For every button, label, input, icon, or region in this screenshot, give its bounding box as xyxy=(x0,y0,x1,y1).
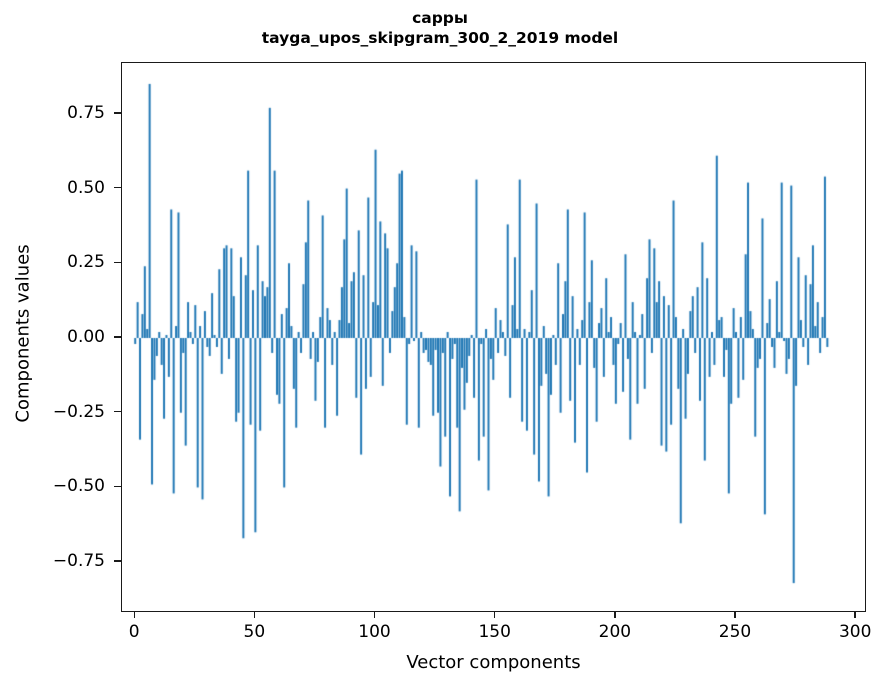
x-axis-tick-label: 150 xyxy=(478,622,511,642)
x-axis-tick-label: 200 xyxy=(598,622,632,642)
x-axis-tick-mark xyxy=(854,611,856,618)
y-axis-tick-mark xyxy=(114,411,121,413)
y-axis-tick-mark xyxy=(114,560,121,562)
x-axis-tick-mark xyxy=(494,611,496,618)
x-axis-tick-label: 0 xyxy=(128,622,140,642)
x-axis-tick-label: 50 xyxy=(243,622,266,642)
y-axis-tick-mark xyxy=(114,261,121,263)
y-axis-tick-label: 0.25 xyxy=(67,252,105,273)
y-axis-tick-label: 0.75 xyxy=(67,102,105,123)
x-axis-tick-label: 250 xyxy=(718,622,752,642)
x-axis-tick-mark xyxy=(253,611,256,618)
chart-title-line-1: сарры xyxy=(412,9,468,27)
y-axis-tick-mark xyxy=(114,336,121,338)
x-axis-tick-mark xyxy=(373,611,376,618)
y-axis-tick-mark xyxy=(114,112,121,114)
y-axis-tick-label: −0.75 xyxy=(52,551,105,572)
bar-series xyxy=(122,63,867,613)
chart-title: сарры tayga_upos_skipgram_300_2_2019 mod… xyxy=(0,8,880,48)
y-axis-tick-label: 0.00 xyxy=(67,327,105,347)
x-axis-tick-label: 100 xyxy=(358,622,391,642)
x-axis-label: Vector components xyxy=(406,652,581,673)
x-axis-tick-label: 300 xyxy=(838,622,872,642)
y-axis-tick-label: −0.25 xyxy=(52,401,105,422)
chart-title-line-2: tayga_upos_skipgram_300_2_2019 model xyxy=(261,29,619,47)
y-axis-tick-label: −0.50 xyxy=(52,476,105,497)
y-axis-tick-labels: 0.75 0.50 0.25 0.00 −0.25 −0.50 −0.75 xyxy=(0,0,105,696)
y-axis-tick-mark xyxy=(114,485,121,488)
x-axis-tick-mark xyxy=(614,611,616,618)
x-axis-tick-mark xyxy=(734,611,736,618)
plot-area xyxy=(121,62,867,613)
y-axis-tick-mark xyxy=(114,186,121,189)
x-axis-tick-mark xyxy=(133,611,135,618)
y-axis-tick-label: 0.50 xyxy=(67,177,105,198)
